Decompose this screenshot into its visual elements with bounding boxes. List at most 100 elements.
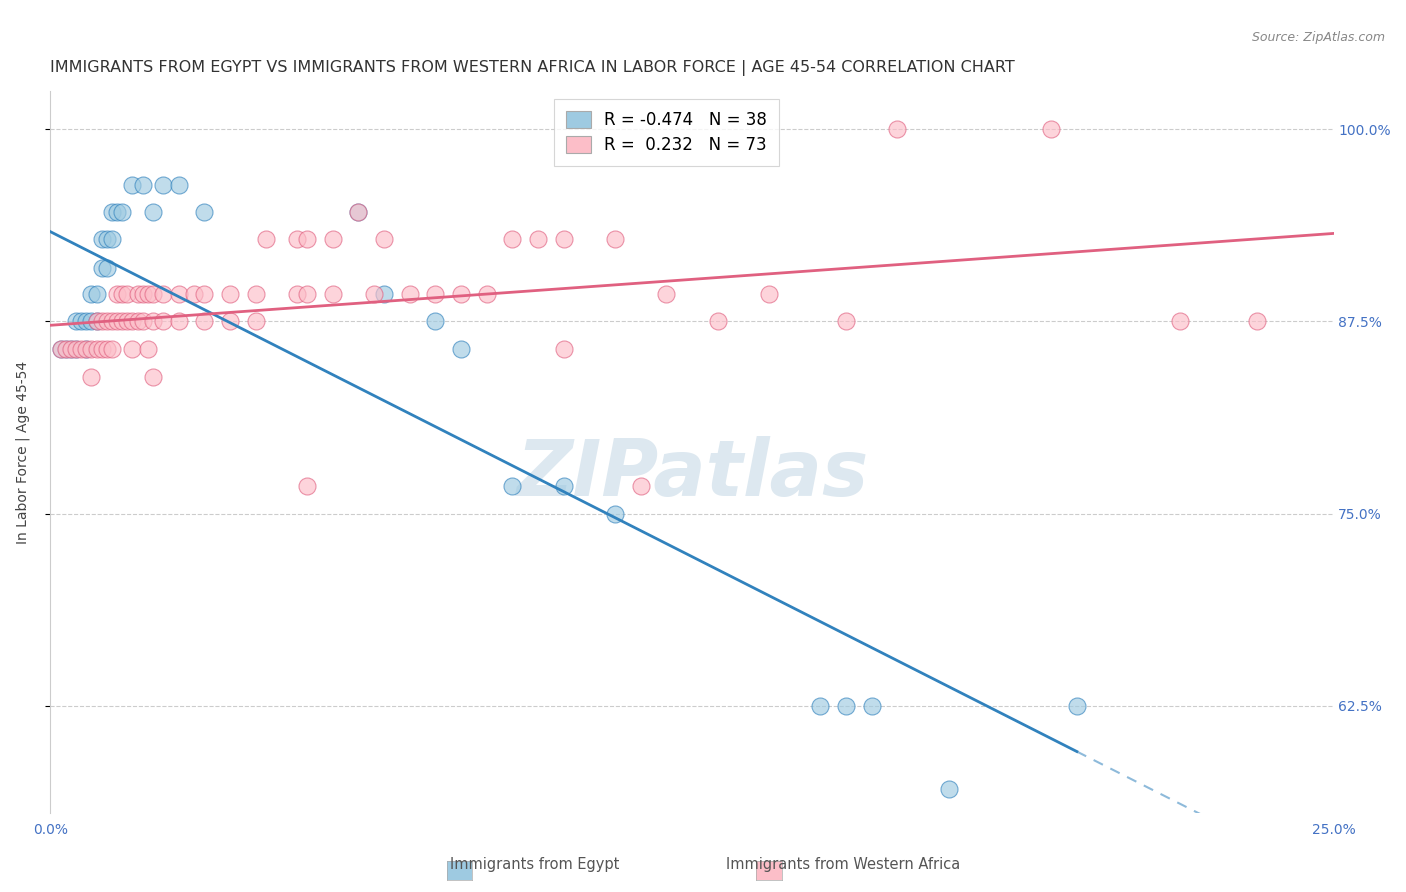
Point bbox=[285, 286, 308, 301]
Point bbox=[706, 314, 728, 328]
Point bbox=[219, 286, 242, 301]
Point bbox=[285, 231, 308, 245]
Point bbox=[90, 314, 112, 328]
Point bbox=[86, 314, 108, 328]
Point bbox=[553, 479, 575, 493]
Point bbox=[90, 231, 112, 245]
Point bbox=[167, 286, 190, 301]
Point bbox=[127, 286, 149, 301]
Point bbox=[117, 314, 139, 328]
Point bbox=[65, 342, 87, 356]
Point bbox=[142, 369, 165, 384]
Point bbox=[65, 314, 87, 328]
Point bbox=[105, 205, 128, 219]
Point bbox=[152, 314, 174, 328]
Point bbox=[1066, 698, 1088, 713]
Point bbox=[80, 314, 103, 328]
Point bbox=[553, 342, 575, 356]
Point bbox=[295, 231, 318, 245]
Point bbox=[75, 314, 97, 328]
Point bbox=[75, 342, 97, 356]
Point bbox=[96, 231, 118, 245]
Text: Immigrants from Egypt: Immigrants from Egypt bbox=[450, 857, 619, 872]
Point bbox=[808, 698, 831, 713]
Point bbox=[475, 286, 498, 301]
Point bbox=[167, 314, 190, 328]
Point bbox=[630, 479, 652, 493]
Point bbox=[254, 231, 277, 245]
Point bbox=[86, 286, 108, 301]
Point bbox=[347, 205, 370, 219]
Y-axis label: In Labor Force | Age 45-54: In Labor Force | Age 45-54 bbox=[15, 360, 30, 543]
Point bbox=[347, 205, 370, 219]
Point bbox=[105, 314, 128, 328]
Point bbox=[117, 286, 139, 301]
Point bbox=[1168, 314, 1191, 328]
Point bbox=[603, 507, 626, 521]
Point bbox=[55, 342, 77, 356]
Point bbox=[527, 231, 550, 245]
Text: Immigrants from Western Africa: Immigrants from Western Africa bbox=[727, 857, 960, 872]
Point bbox=[1040, 122, 1063, 136]
Point bbox=[398, 286, 420, 301]
Point bbox=[860, 698, 883, 713]
Point bbox=[80, 369, 103, 384]
Point bbox=[363, 286, 385, 301]
Point bbox=[101, 342, 124, 356]
Point bbox=[49, 342, 72, 356]
Point bbox=[121, 342, 143, 356]
Point bbox=[501, 479, 523, 493]
Point bbox=[501, 231, 523, 245]
Point bbox=[80, 286, 103, 301]
Point bbox=[322, 231, 344, 245]
Point bbox=[70, 314, 93, 328]
Point bbox=[835, 698, 858, 713]
Point bbox=[193, 205, 215, 219]
Point bbox=[59, 342, 82, 356]
Point bbox=[55, 342, 77, 356]
Point bbox=[86, 342, 108, 356]
Point bbox=[96, 342, 118, 356]
Point bbox=[90, 260, 112, 275]
Point bbox=[101, 314, 124, 328]
Point bbox=[183, 286, 205, 301]
Point bbox=[142, 314, 165, 328]
Point bbox=[132, 314, 155, 328]
Point bbox=[425, 314, 447, 328]
Point bbox=[193, 286, 215, 301]
Point bbox=[603, 231, 626, 245]
Point bbox=[111, 286, 134, 301]
Point bbox=[142, 286, 165, 301]
Point bbox=[938, 781, 960, 796]
Point bbox=[136, 286, 159, 301]
Point bbox=[132, 178, 155, 192]
Point bbox=[90, 342, 112, 356]
Point bbox=[373, 286, 395, 301]
Point bbox=[295, 479, 318, 493]
Point bbox=[111, 314, 134, 328]
Point bbox=[105, 286, 128, 301]
Point bbox=[167, 178, 190, 192]
Text: ZIPatlas: ZIPatlas bbox=[516, 436, 868, 512]
Point bbox=[75, 342, 97, 356]
Point bbox=[245, 286, 267, 301]
Point bbox=[65, 342, 87, 356]
Point bbox=[132, 286, 155, 301]
Point bbox=[1246, 314, 1268, 328]
Point bbox=[655, 286, 678, 301]
Point bbox=[142, 205, 165, 219]
Point bbox=[49, 342, 72, 356]
Point bbox=[101, 205, 124, 219]
Point bbox=[553, 231, 575, 245]
Text: IMMIGRANTS FROM EGYPT VS IMMIGRANTS FROM WESTERN AFRICA IN LABOR FORCE | AGE 45-: IMMIGRANTS FROM EGYPT VS IMMIGRANTS FROM… bbox=[51, 60, 1015, 76]
Point bbox=[450, 342, 472, 356]
Point bbox=[59, 342, 82, 356]
Point bbox=[758, 286, 780, 301]
Point bbox=[425, 286, 447, 301]
Point bbox=[121, 178, 143, 192]
Point bbox=[127, 314, 149, 328]
Point bbox=[152, 178, 174, 192]
Point bbox=[96, 314, 118, 328]
Point bbox=[86, 314, 108, 328]
Point bbox=[101, 231, 124, 245]
